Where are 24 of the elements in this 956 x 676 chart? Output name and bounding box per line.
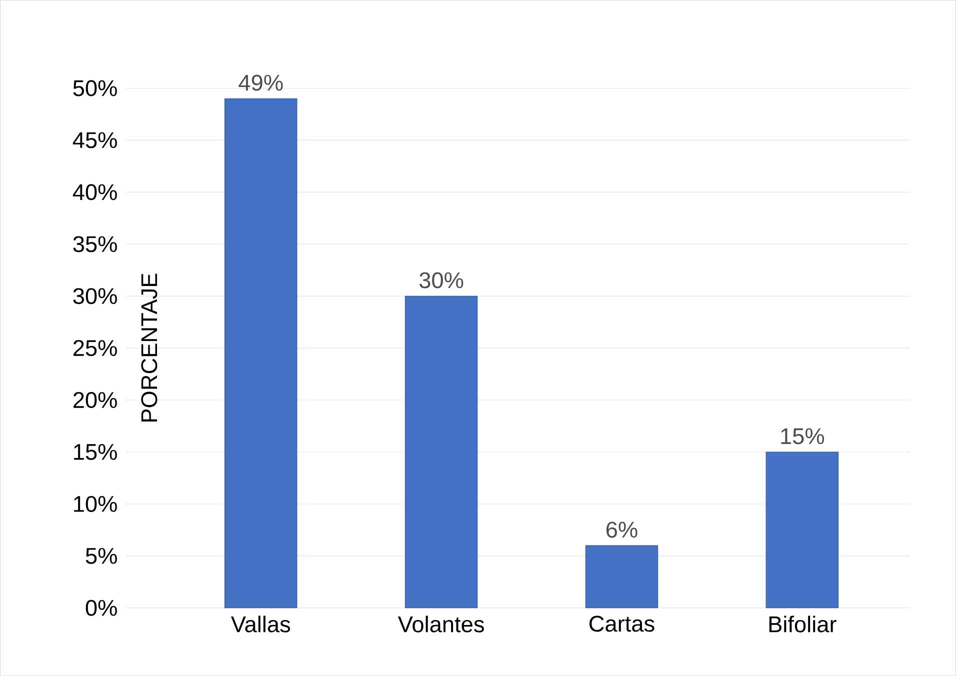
y-tick-label: 15%: [74, 444, 117, 460]
y-tick-label: 45%: [72, 132, 117, 148]
y-axis-title: PORCENTAJE: [141, 274, 158, 422]
data-label: 6%: [606, 522, 638, 538]
y-tick-label: 20%: [74, 392, 117, 408]
bar: [766, 452, 839, 608]
x-tick-label: Vallas: [230, 616, 290, 632]
y-tick-label: 50%: [73, 80, 117, 96]
bar: [224, 98, 298, 608]
y-tick-label: 0%: [86, 600, 117, 616]
y-tick-label: 25%: [74, 340, 117, 356]
bar: [585, 545, 658, 608]
x-tick-label: Cartas: [590, 616, 654, 632]
data-label: 30%: [419, 272, 464, 288]
x-tick-label: Bifoliar: [769, 616, 836, 632]
data-label: 15%: [781, 428, 824, 444]
bar: [404, 296, 478, 608]
x-tick-label: Volantes: [398, 616, 484, 632]
data-label: 49%: [238, 74, 283, 91]
y-tick-label: 35%: [73, 236, 117, 252]
y-tick-label: 40%: [72, 184, 117, 200]
y-tick-label: 5%: [86, 548, 117, 564]
y-tick-label: 10%: [74, 496, 117, 512]
y-tick-label: 30%: [73, 288, 117, 304]
